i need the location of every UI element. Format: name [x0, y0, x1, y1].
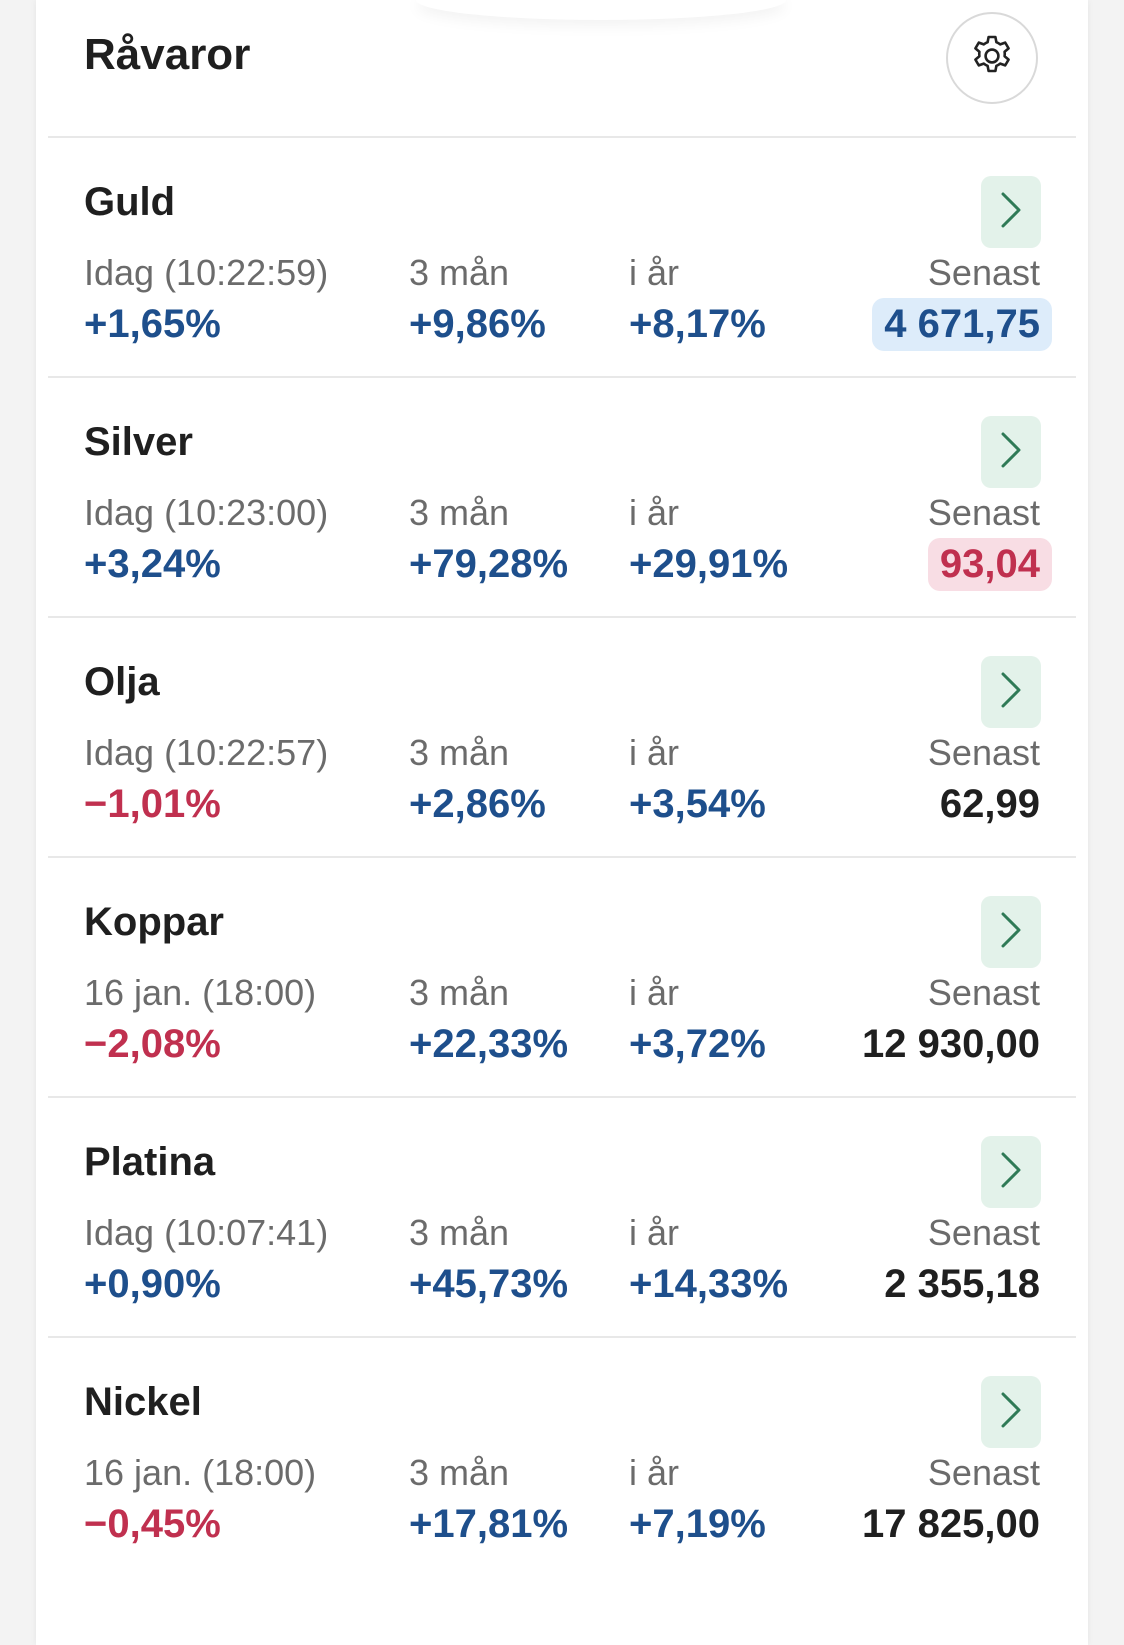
- commodity-row[interactable]: Guld Idag (10:22:59) 3 mån i år Senast +1,65%…: [36, 140, 1088, 392]
- update-time: Idag (10:22:59): [84, 252, 329, 293]
- ytd-label: i år: [629, 1452, 680, 1493]
- open-details-button[interactable]: [981, 656, 1041, 728]
- row-divider: [48, 136, 1076, 138]
- ytd-label: i år: [629, 252, 680, 293]
- commodity-row[interactable]: Platina Idag (10:07:41) 3 mån i år Senast +0,…: [36, 1100, 1088, 1352]
- commodity-name: Olja: [84, 660, 160, 704]
- row-divider: [48, 616, 1076, 618]
- update-time: 16 jan. (18:00): [84, 1452, 317, 1493]
- three-month-label: 3 mån: [409, 972, 510, 1013]
- ytd-label: i år: [629, 732, 680, 773]
- today-change: +1,65%: [84, 302, 221, 346]
- update-time: Idag (10:22:57): [84, 732, 329, 773]
- three-month-change: +17,81%: [409, 1502, 569, 1546]
- open-details-button[interactable]: [981, 1376, 1041, 1448]
- three-month-change: +45,73%: [409, 1262, 569, 1306]
- three-month-label: 3 mån: [409, 252, 510, 293]
- row-divider: [48, 376, 1076, 378]
- commodity-name: Guld: [84, 180, 176, 224]
- open-details-button[interactable]: [981, 896, 1041, 968]
- ytd-change: +3,72%: [629, 1022, 766, 1066]
- chevron-right-icon: [996, 188, 1026, 237]
- ytd-label: i år: [629, 1212, 680, 1253]
- commodity-row[interactable]: Olja Idag (10:22:57) 3 mån i år Senast −1,01%…: [36, 620, 1088, 872]
- three-month-label: 3 mån: [409, 1212, 510, 1253]
- ytd-change: +29,91%: [629, 542, 789, 586]
- three-month-label: 3 mån: [409, 492, 510, 533]
- last-label: Senast: [927, 252, 1040, 293]
- row-divider: [48, 1336, 1076, 1338]
- update-time: Idag (10:07:41): [84, 1212, 329, 1253]
- ytd-change: +14,33%: [629, 1262, 789, 1306]
- last-label: Senast: [927, 972, 1040, 1013]
- last-price: 2 355,18: [884, 1262, 1040, 1306]
- ytd-change: +3,54%: [629, 782, 766, 826]
- today-change: +3,24%: [84, 542, 221, 586]
- ytd-change: +7,19%: [629, 1502, 766, 1546]
- three-month-label: 3 mån: [409, 1452, 510, 1493]
- settings-button[interactable]: [946, 12, 1038, 104]
- today-change: −2,08%: [84, 1022, 221, 1066]
- update-time: Idag (10:23:00): [84, 492, 329, 533]
- open-details-button[interactable]: [981, 1136, 1041, 1208]
- three-month-change: +79,28%: [409, 542, 569, 586]
- open-details-button[interactable]: [981, 416, 1041, 488]
- row-divider: [48, 856, 1076, 858]
- last-label: Senast: [927, 1212, 1040, 1253]
- card-header: Råvaror: [36, 0, 1088, 142]
- last-price: 93,04: [927, 538, 1052, 591]
- chevron-right-icon: [996, 908, 1026, 957]
- chevron-right-icon: [996, 668, 1026, 717]
- last-price: 62,99: [939, 782, 1040, 826]
- three-month-change: +22,33%: [409, 1022, 569, 1066]
- commodity-name: Platina: [84, 1140, 216, 1184]
- three-month-change: +2,86%: [409, 782, 546, 826]
- chevron-right-icon: [996, 1148, 1026, 1197]
- commodity-row[interactable]: Silver Idag (10:23:00) 3 mån i år Senast +3,2…: [36, 380, 1088, 632]
- commodity-name: Silver: [84, 420, 193, 464]
- open-details-button[interactable]: [981, 176, 1041, 248]
- today-change: −0,45%: [84, 1502, 221, 1546]
- chevron-right-icon: [996, 1388, 1026, 1437]
- gear-icon: [968, 32, 1016, 85]
- last-label: Senast: [927, 732, 1040, 773]
- today-change: +0,90%: [84, 1262, 221, 1306]
- commodity-name: Koppar: [84, 900, 224, 944]
- commodity-row[interactable]: Koppar 16 jan. (18:00) 3 mån i år Senast −2,0…: [36, 860, 1088, 1112]
- three-month-change: +9,86%: [409, 302, 546, 346]
- commodities-card: Råvaror Guld Idag (10:22:59) 3 mån i år Sena…: [36, 0, 1088, 1645]
- last-price: 12 930,00: [862, 1022, 1040, 1066]
- ytd-label: i år: [629, 492, 680, 533]
- last-price: 4 671,75: [872, 298, 1052, 351]
- ytd-label: i år: [629, 972, 680, 1013]
- ytd-change: +8,17%: [629, 302, 766, 346]
- row-divider: [48, 1096, 1076, 1098]
- last-label: Senast: [927, 1452, 1040, 1493]
- commodity-row[interactable]: Nickel 16 jan. (18:00) 3 mån i år Senast −0,4…: [36, 1340, 1088, 1592]
- page-title: Råvaror: [84, 30, 251, 79]
- last-label: Senast: [927, 492, 1040, 533]
- chevron-right-icon: [996, 428, 1026, 477]
- today-change: −1,01%: [84, 782, 221, 826]
- three-month-label: 3 mån: [409, 732, 510, 773]
- commodity-name: Nickel: [84, 1380, 202, 1424]
- last-price: 17 825,00: [862, 1502, 1040, 1546]
- update-time: 16 jan. (18:00): [84, 972, 317, 1013]
